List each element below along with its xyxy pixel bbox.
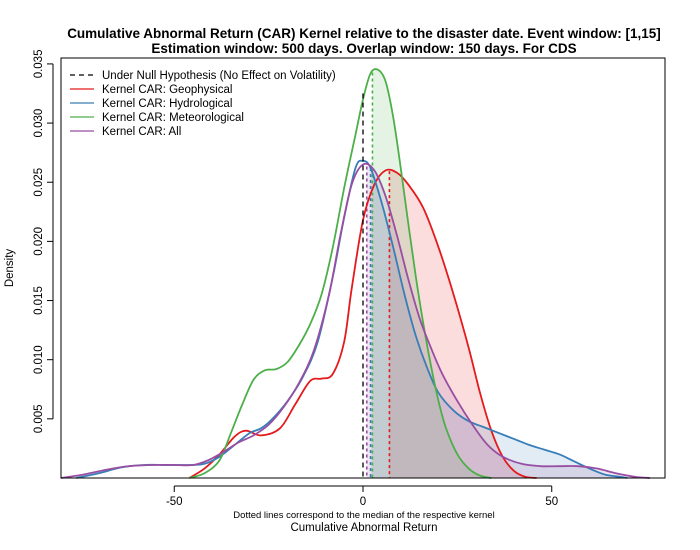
- chart-title-line2: Estimation window: 500 days. Overlap win…: [151, 41, 576, 56]
- x-tick-label: 0: [360, 496, 366, 508]
- legend-label: Kernel CAR: Hydrological: [102, 98, 232, 110]
- shaded-area-kernel-car-meteorological: [372, 69, 492, 479]
- y-axis: 0.005 0.010 0.015 0.020 0.025 0.030 0.035: [33, 50, 54, 433]
- x-axis-sublabel: Dotted lines correspond to the median of…: [233, 510, 494, 521]
- y-tick-label: 0.005: [33, 404, 45, 433]
- y-tick-label: 0.010: [33, 345, 45, 374]
- legend: Under Null Hypothesis (No Effect on Vola…: [70, 70, 336, 138]
- series-line-kernel-car-meteorological: [189, 68, 492, 479]
- x-tick-label: 50: [545, 496, 558, 508]
- series-line-kernel-car-geophysical: [188, 168, 537, 479]
- series-line-kernel-car-all: [60, 162, 650, 479]
- legend-label: Under Null Hypothesis (No Effect on Vola…: [102, 70, 336, 82]
- x-axis: -50 0 50: [166, 485, 558, 508]
- shaded-area-kernel-car-hydrological: [370, 168, 628, 478]
- y-tick-label: 0.015: [33, 286, 45, 315]
- legend-label: Kernel CAR: Meteorological: [102, 112, 244, 124]
- series-line-kernel-car-hydrological: [75, 159, 628, 479]
- series-lines: [60, 68, 650, 479]
- x-axis-label: Cumulative Abnormal Return: [290, 522, 437, 534]
- y-tick-label: 0.030: [33, 109, 45, 138]
- legend-label: Kernel CAR: Geophysical: [102, 84, 232, 96]
- y-axis-label: Density: [4, 249, 16, 288]
- x-tick-label: -50: [166, 496, 183, 508]
- y-tick-label: 0.035: [33, 50, 45, 79]
- y-tick-label: 0.025: [33, 168, 45, 197]
- y-tick-label: 0.020: [33, 227, 45, 256]
- plot-frame: [60, 57, 666, 479]
- median-lines: [365, 72, 391, 478]
- chart-title-line1: Cumulative Abnormal Return (CAR) Kernel …: [67, 26, 661, 41]
- shaded-area-kernel-car-geophysical: [389, 171, 537, 478]
- legend-label: Kernel CAR: All: [102, 126, 181, 138]
